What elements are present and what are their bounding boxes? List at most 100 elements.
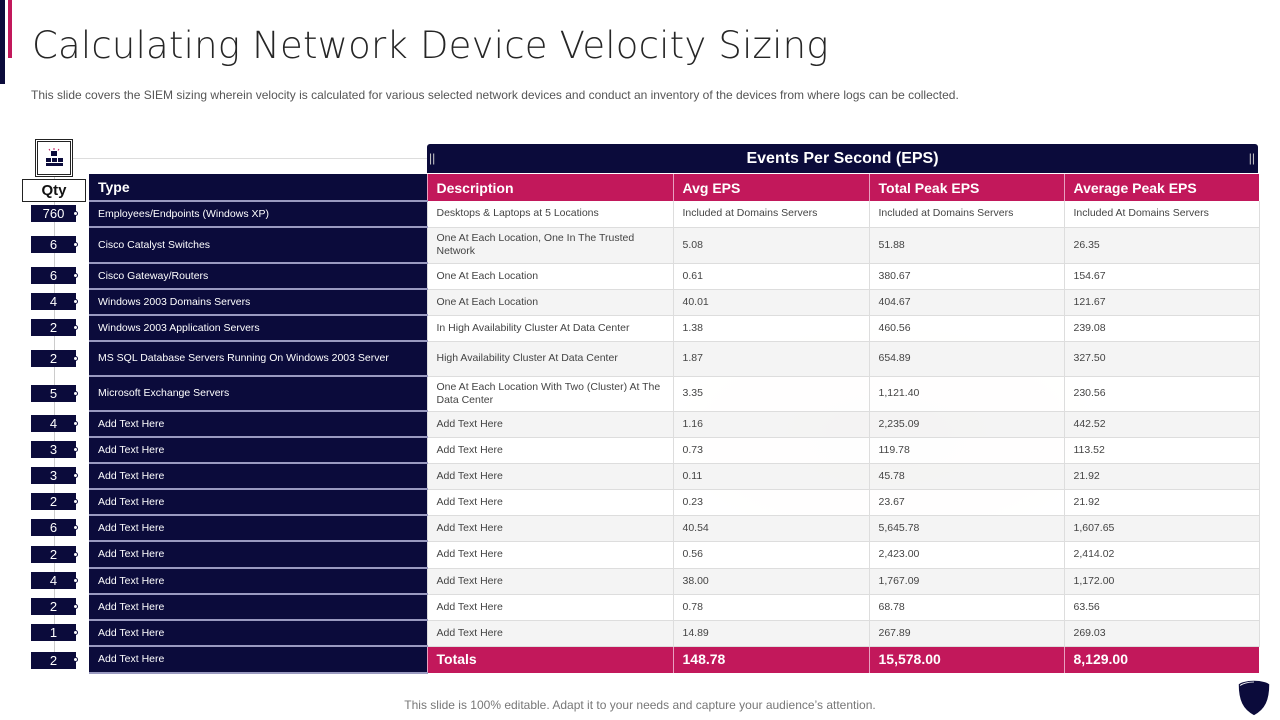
average-peak-eps-cell: 63.56: [1063, 594, 1260, 621]
type-cell: Add Text Here: [89, 463, 427, 490]
avg-eps-cell: 40.54: [672, 515, 869, 542]
column-header-avg-eps: Avg EPS: [672, 174, 869, 201]
description-cell: One At Each Location: [426, 263, 673, 290]
qty-header: Qty: [22, 179, 86, 202]
qty-connector-dot: [73, 447, 78, 452]
qty-connector-dot: [73, 656, 78, 662]
description-cell: Desktops & Laptops at 5 Locations: [426, 201, 673, 228]
type-cell: Add Text Here: [89, 594, 427, 621]
qty-cell: 6: [31, 267, 76, 284]
resize-handle-right: ||: [1248, 151, 1255, 165]
totals-average-peak-eps-cell: 8,129.00: [1063, 646, 1259, 673]
description-cell: Add Text Here: [426, 515, 673, 542]
eps-banner-label: Events Per Second (EPS): [746, 150, 939, 167]
connector-line: [73, 158, 428, 159]
qty-cell: 2: [31, 319, 76, 336]
qty-cell: 4: [31, 415, 76, 432]
average-peak-eps-cell: 230.56: [1063, 376, 1260, 412]
average-peak-eps-cell: Included At Domains Servers: [1063, 201, 1260, 228]
totals-avg-eps-cell: 148.78: [672, 646, 869, 673]
qty-connector-dot: [73, 242, 78, 247]
average-peak-eps-cell: 26.35: [1063, 227, 1260, 264]
average-peak-eps-cell: 1,607.65: [1063, 515, 1260, 542]
qty-connector-dot: [73, 421, 78, 426]
qty-cell: 6: [31, 519, 76, 536]
eps-banner: || Events Per Second (EPS) ||: [427, 144, 1258, 173]
type-cell: Cisco Gateway/Routers: [89, 263, 427, 290]
table-row: Cisco Catalyst Switches One At Each Locat…: [89, 227, 1260, 264]
avg-eps-cell: 0.11: [672, 463, 869, 490]
qty-cell: 2: [31, 598, 76, 615]
type-cell: Add Text Here: [89, 437, 427, 464]
qty-connector-dot: [73, 604, 78, 609]
table-row: Microsoft Exchange Servers One At Each Lo…: [89, 376, 1260, 412]
totals-total-peak-eps-cell: 15,578.00: [868, 646, 1064, 673]
description-cell: Add Text Here: [426, 463, 673, 490]
type-cell: Add Text Here: [89, 489, 427, 516]
total-peak-eps-cell: 45.78: [868, 463, 1064, 490]
average-peak-eps-cell: 154.67: [1063, 263, 1260, 290]
avg-eps-cell: Included at Domains Servers: [672, 201, 869, 228]
qty-connector-dot: [73, 473, 78, 478]
type-cell: Add Text Here: [89, 515, 427, 542]
average-peak-eps-cell: 327.50: [1063, 341, 1260, 377]
avg-eps-cell: 14.89: [672, 620, 869, 647]
average-peak-eps-cell: 21.92: [1063, 463, 1260, 490]
qty-cell: 3: [31, 441, 76, 458]
total-peak-eps-cell: 1,767.09: [868, 568, 1064, 595]
qty-connector-dot: [73, 525, 78, 530]
avg-eps-cell: 0.78: [672, 594, 869, 621]
description-cell: One At Each Location, One In The Trusted…: [426, 227, 673, 264]
description-cell: High Availability Cluster At Data Center: [426, 341, 673, 377]
description-cell: Add Text Here: [426, 489, 673, 516]
type-cell: Add Text Here: [89, 646, 427, 674]
shield-icon: [1237, 679, 1271, 717]
resize-handle-left: ||: [429, 151, 436, 165]
total-peak-eps-cell: Included at Domains Servers: [868, 201, 1064, 228]
table-row: Add Text Here Add Text Here 0.56 2,423.00 2,…: [89, 541, 1260, 569]
column-header-description: Description: [426, 174, 673, 201]
totals-label-cell: Totals: [426, 646, 673, 673]
accent-bar-pink: [8, 0, 12, 58]
type-cell: Add Text Here: [89, 541, 427, 569]
table-row: Add Text Here Add Text Here 0.73 119.78 113.…: [89, 437, 1260, 464]
qty-connector-dot: [73, 390, 78, 396]
total-peak-eps-cell: 380.67: [868, 263, 1064, 290]
average-peak-eps-cell: 239.08: [1063, 315, 1260, 342]
qty-connector-dot: [73, 211, 78, 216]
total-peak-eps-cell: 2,423.00: [868, 541, 1064, 569]
qty-connector-dot: [73, 551, 78, 557]
qty-cell: 3: [31, 467, 76, 484]
type-cell: Employees/Endpoints (Windows XP): [89, 201, 427, 228]
avg-eps-cell: 1.38: [672, 315, 869, 342]
total-peak-eps-cell: 23.67: [868, 489, 1064, 516]
avg-eps-cell: 1.16: [672, 411, 869, 438]
total-peak-eps-cell: 404.67: [868, 289, 1064, 316]
total-peak-eps-cell: 460.56: [868, 315, 1064, 342]
column-header-average-peak-eps: Average Peak EPS: [1063, 174, 1259, 201]
avg-eps-cell: 1.87: [672, 341, 869, 377]
avg-eps-cell: 0.73: [672, 437, 869, 464]
column-header-type: Type: [89, 174, 427, 202]
average-peak-eps-cell: 269.03: [1063, 620, 1260, 647]
table-row: MS SQL Database Servers Running On Windo…: [89, 341, 1260, 377]
table-row: Cisco Gateway/Routers One At Each Locatio…: [89, 263, 1260, 290]
average-peak-eps-cell: 121.67: [1063, 289, 1260, 316]
type-cell: Windows 2003 Domains Servers: [89, 289, 427, 316]
type-cell: Cisco Catalyst Switches: [89, 227, 427, 264]
type-cell: Add Text Here: [89, 411, 427, 438]
table-row: Add Text Here Add Text Here 38.00 1,767.09 1…: [89, 568, 1260, 595]
qty-connector-dot: [73, 355, 78, 361]
eps-table: Type Description Avg EPS Total Peak EPS …: [89, 174, 1260, 674]
slide-title: Calculating Network Device Velocity Sizi…: [32, 24, 829, 67]
average-peak-eps-cell: 442.52: [1063, 411, 1260, 438]
average-peak-eps-cell: 113.52: [1063, 437, 1260, 464]
table-row: Add Text Here Add Text Here 40.54 5,645.78 1…: [89, 515, 1260, 542]
description-cell: Add Text Here: [426, 568, 673, 595]
column-header-total-peak-eps: Total Peak EPS: [868, 174, 1064, 201]
average-peak-eps-cell: 1,172.00: [1063, 568, 1260, 595]
qty-connector-dot: [73, 325, 78, 330]
description-cell: One At Each Location With Two (Cluster) …: [426, 376, 673, 412]
table-row: Add Text Here Add Text Here 1.16 2,235.09 44…: [89, 411, 1260, 438]
totals-row: Add Text Here Totals 148.78 15,578.00 8,129.…: [89, 646, 1259, 674]
